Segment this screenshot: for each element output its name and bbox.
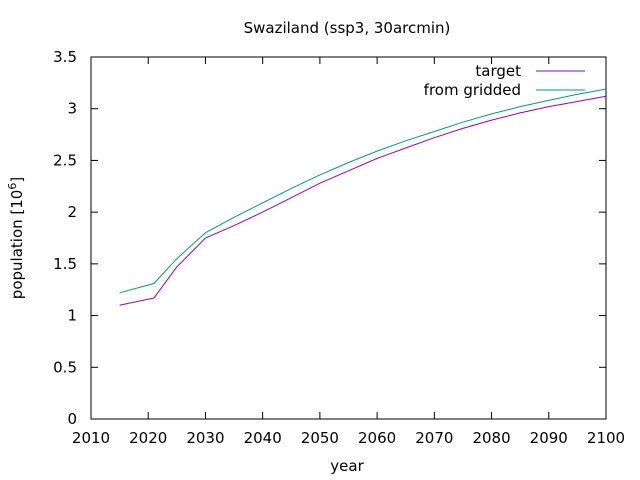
y-axis-label-suffix: ] [8,177,26,183]
y-tick-label: 3.5 [53,48,77,66]
series-lines [119,88,607,306]
x-tick-label: 2020 [129,429,167,447]
y-axis-label-exponent: 6 [6,183,19,190]
x-tick-label: 2090 [530,429,568,447]
y-tick-label: 2 [67,203,77,221]
x-tick-label: 2050 [301,429,339,447]
y-axis-label: population [106] [6,177,26,299]
axis-ticks: 2010 2020 2030 2040 2050 2060 2070 2080 2090 2100… [53,48,625,447]
y-tick-label: 1.5 [53,255,77,273]
y-tick-label: 0.5 [53,358,77,376]
x-tick-label: 2030 [186,429,224,447]
legend-label-target: target [475,62,521,80]
legend-label-from-gridded: from gridded [424,81,521,99]
series-line-target [119,95,607,306]
x-axis-label: year [330,457,364,475]
y-tick-label: 3 [67,100,77,118]
x-tick-label: 2060 [358,429,396,447]
x-tick-label: 2070 [415,429,453,447]
y-tick-label: 0 [67,410,77,428]
x-tick-label: 2010 [72,429,110,447]
x-tick-label: 2040 [244,429,282,447]
chart-title: Swaziland (ssp3, 30arcmin) [244,19,451,37]
y-tick-label: 2.5 [53,151,77,169]
series-line-from-gridded [119,88,607,294]
x-tick-label: 2080 [472,429,510,447]
y-axis-label-main: population [10 [8,190,26,300]
x-tick-label: 2100 [587,429,625,447]
y-tick-label: 1 [67,307,77,325]
plot-frame [90,56,607,420]
legend: target from gridded [424,62,585,99]
